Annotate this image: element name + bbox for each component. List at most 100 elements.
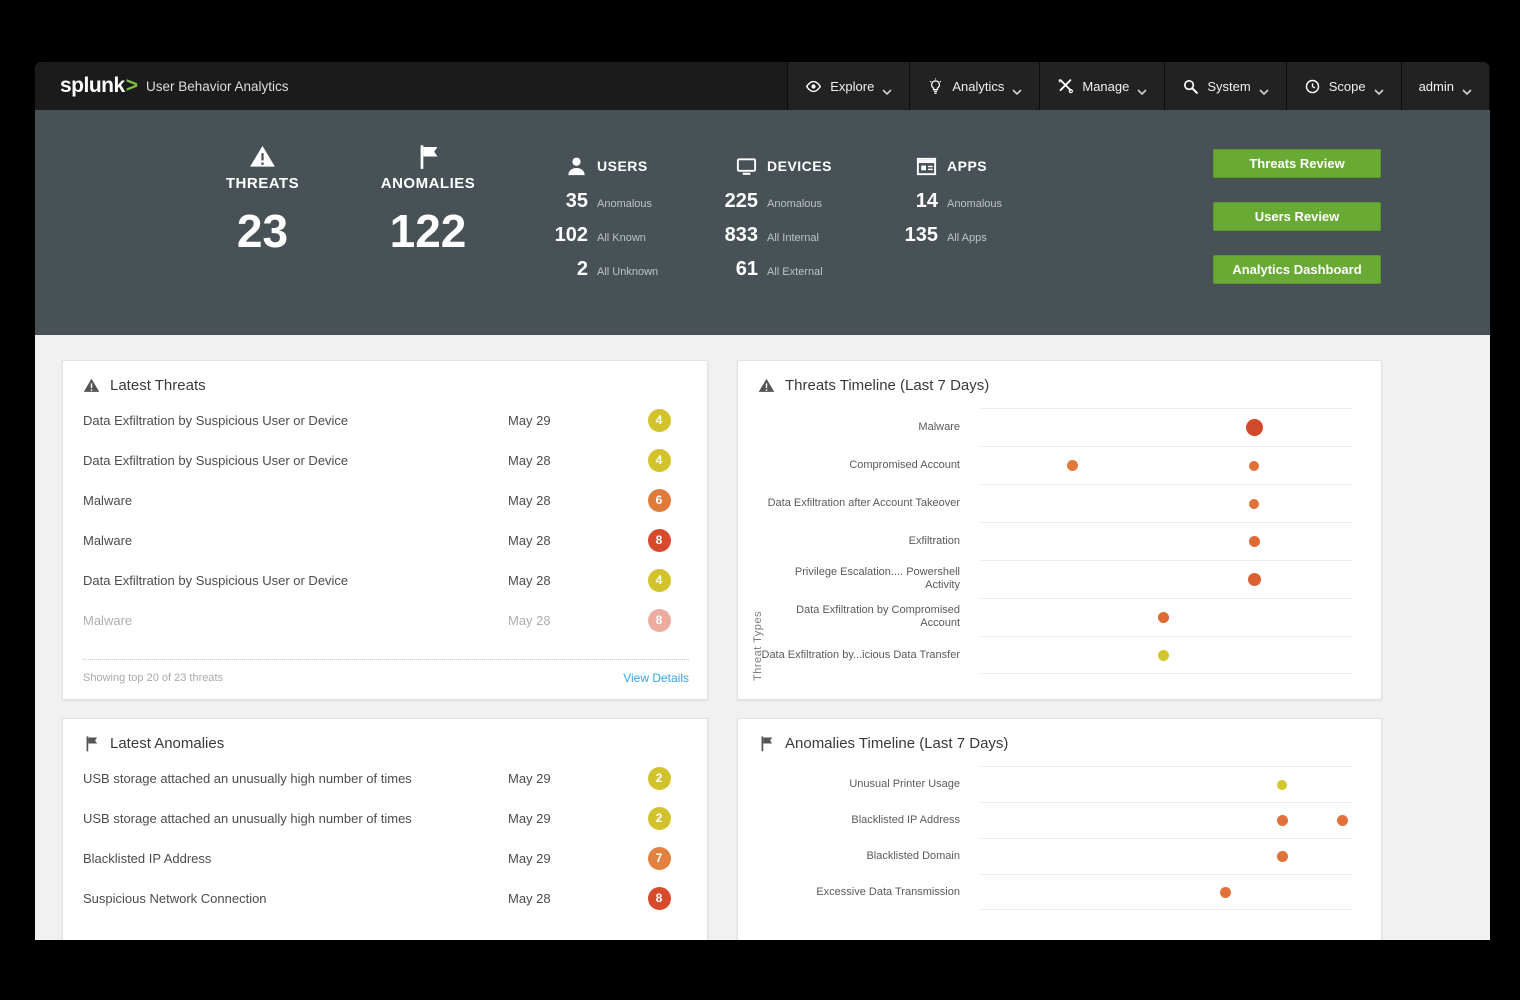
data-point-dot[interactable] (1158, 612, 1170, 623)
splunk-logo-chevron: > (125, 74, 138, 97)
stat-value: 35 (565, 190, 588, 212)
dashboard-content: Latest Threats Data Exfiltration by Susp… (35, 335, 1490, 940)
nav-item-admin[interactable]: admin (1400, 62, 1490, 110)
stat-sub-label: Anomalous (947, 198, 1003, 210)
chevron-down-icon (882, 83, 892, 96)
devices-label: DEVICES (767, 158, 832, 174)
score-badge: 7 (647, 846, 671, 870)
nav-item-system[interactable]: System (1164, 62, 1286, 110)
timeline-row-label: Privilege Escalation.... Powershell Acti… (794, 566, 960, 591)
brand[interactable]: splunk > User Behavior Analytics (35, 62, 787, 110)
nav-item-scope[interactable]: Scope (1285, 62, 1401, 110)
anomalies-count: 122 (389, 205, 467, 257)
nav-item-manage[interactable]: Manage (1039, 62, 1165, 110)
event-name: USB storage attached an unusually high n… (83, 770, 412, 786)
event-date: May 28 (508, 492, 551, 508)
timeline-row: Data Exfiltration by...icious Data Trans… (758, 636, 1363, 674)
stat-sub-label: All External (767, 266, 823, 278)
event-row[interactable]: USB storage attached an unusually high n… (83, 758, 689, 798)
nav-label: Scope (1328, 78, 1366, 94)
chevron-down-icon (1374, 83, 1384, 96)
user-icon (565, 155, 588, 178)
event-date: May 28 (508, 890, 551, 906)
event-row[interactable]: Blacklisted IP Address May 29 7 (83, 838, 689, 878)
event-row[interactable]: Malware May 28 8 (83, 600, 689, 640)
chevron-down-icon (1012, 83, 1022, 96)
data-point-dot[interactable] (1248, 573, 1262, 586)
panel-title: Latest Anomalies (110, 735, 225, 752)
score-badge: 8 (647, 528, 671, 552)
app-title: User Behavior Analytics (145, 78, 289, 94)
event-row[interactable]: Data Exfiltration by Suspicious User or … (83, 440, 689, 480)
timeline-row-plot (980, 636, 1353, 674)
event-row[interactable]: Data Exfiltration by Suspicious User or … (83, 400, 689, 440)
splunk-logo: splunk (60, 74, 125, 97)
score-badge: 2 (647, 766, 671, 790)
event-row[interactable]: Malware May 28 8 (83, 520, 689, 560)
score-badge: 2 (647, 806, 671, 830)
threats-timeline-chart: Malware Compromised Account Data Exfiltr… (758, 408, 1363, 674)
flag-icon (758, 735, 775, 752)
event-row[interactable]: Malware May 28 6 (83, 480, 689, 520)
timeline-row-plot (980, 874, 1353, 910)
stat-sub-label: Anomalous (767, 198, 823, 210)
data-point-dot[interactable] (1248, 536, 1260, 547)
nav-label: admin (1418, 78, 1454, 94)
data-point-dot[interactable] (1245, 419, 1263, 436)
users-label: USERS (597, 158, 648, 174)
data-point-dot[interactable] (1219, 886, 1231, 898)
data-point-dot[interactable] (1277, 779, 1288, 790)
data-point-dot[interactable] (1276, 815, 1288, 826)
threats-timeline-panel: Threats Timeline (Last 7 Days) Threat Ty… (737, 360, 1382, 700)
event-date: May 28 (508, 452, 551, 468)
event-date: May 29 (508, 810, 551, 826)
view-details-link[interactable]: View Details (623, 671, 689, 685)
timeline-row-plot (980, 408, 1353, 446)
timeline-row-label: Excessive Data Transmission (816, 885, 960, 898)
timeline-row-plot (980, 802, 1353, 838)
data-point-dot[interactable] (1067, 460, 1079, 471)
event-row[interactable]: Data Exfiltration by Suspicious User or … (83, 560, 689, 600)
stat-value: 833 (724, 224, 758, 246)
event-name: Suspicious Network Connection (83, 890, 267, 906)
data-point-dot[interactable] (1276, 851, 1288, 862)
analytics-dashboard-button[interactable]: Analytics Dashboard (1213, 255, 1381, 284)
event-name: USB storage attached an unusually high n… (83, 810, 412, 826)
event-row[interactable]: USB storage attached an unusually high n… (83, 798, 689, 838)
apps-icon (915, 155, 938, 178)
stat-value: 61 (735, 258, 758, 280)
stat-value: 102 (554, 224, 588, 246)
timeline-row: Malware (758, 408, 1363, 446)
threats-review-button[interactable]: Threats Review (1213, 149, 1381, 178)
nav-label: System (1207, 78, 1251, 94)
event-row[interactable]: Suspicious Network Connection May 28 8 (83, 878, 689, 918)
list-count-note: Showing top 20 of 23 threats (83, 672, 224, 684)
data-point-dot[interactable] (1337, 815, 1349, 826)
timeline-row: Compromised Account (758, 446, 1363, 484)
timeline-row-plot (980, 484, 1353, 522)
eye-icon (805, 78, 822, 95)
app-window: splunk > User Behavior Analytics Explore… (35, 62, 1490, 940)
timeline-row: Excessive Data Transmission (758, 874, 1363, 910)
users-review-button[interactable]: Users Review (1213, 202, 1381, 231)
nav-item-analytics[interactable]: Analytics (909, 62, 1040, 110)
data-point-dot[interactable] (1158, 649, 1170, 661)
nav-item-explore[interactable]: Explore (787, 62, 910, 110)
monitor-icon (735, 155, 758, 178)
score-badge: 4 (647, 408, 671, 432)
anomalies-stat: ANOMALIES 122 (355, 143, 501, 258)
data-point-dot[interactable] (1249, 460, 1260, 471)
flag-icon (83, 735, 100, 752)
event-name: Malware (83, 532, 133, 548)
data-point-dot[interactable] (1249, 498, 1260, 509)
lightbulb-icon (927, 77, 944, 95)
flag-icon (415, 143, 442, 170)
nav-menu: Explore Analytics Manage System Scope (787, 62, 1490, 110)
event-name: Malware (83, 492, 133, 508)
score-badge: 8 (647, 886, 671, 910)
timeline-row-label: Malware (918, 420, 960, 433)
warning-triangle-icon (83, 377, 100, 394)
anomalies-timeline-panel: Anomalies Timeline (Last 7 Days) Unusual… (737, 718, 1382, 940)
summary-header: THREATS 23 ANOMALIES 122 USERS 35 Anomalo… (35, 110, 1490, 335)
score-badge: 8 (647, 608, 671, 632)
